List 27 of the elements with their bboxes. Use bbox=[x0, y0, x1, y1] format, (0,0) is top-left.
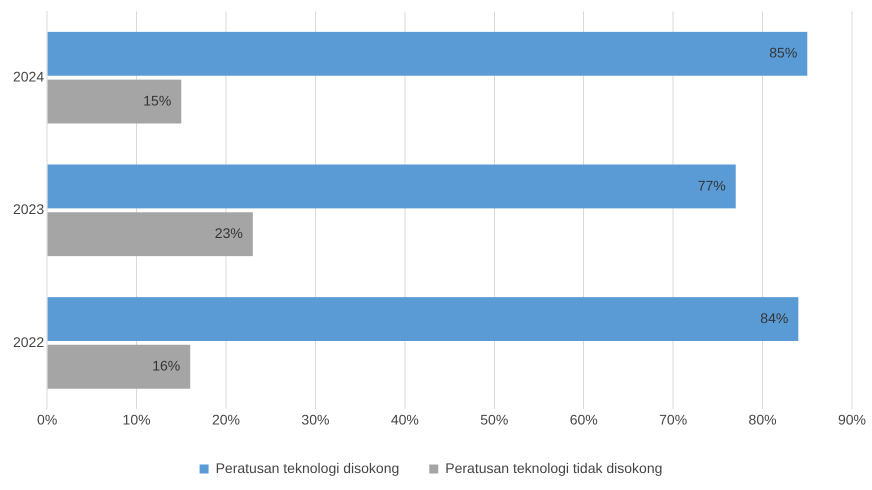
data-label: 16% bbox=[152, 358, 180, 374]
x-tick-label: 10% bbox=[122, 411, 151, 428]
x-tick-label: 20% bbox=[212, 411, 240, 428]
x-tick-label: 60% bbox=[570, 411, 598, 428]
bar bbox=[48, 80, 182, 124]
x-tick-label: 70% bbox=[659, 411, 688, 428]
bar bbox=[48, 32, 808, 76]
x-tick-label: 30% bbox=[301, 411, 330, 428]
bar bbox=[48, 297, 798, 341]
legend-label: Peratusan teknologi tidak disokong bbox=[445, 460, 662, 476]
legend-label: Peratusan teknologi disokong bbox=[216, 460, 400, 476]
y-tick-label: 2022 bbox=[12, 334, 44, 350]
data-label: 23% bbox=[214, 225, 243, 242]
x-tick-label: 90% bbox=[838, 411, 866, 428]
y-tick-label: 2024 bbox=[12, 68, 44, 85]
x-tick-label: 80% bbox=[748, 411, 777, 428]
bar bbox=[48, 344, 190, 389]
data-label: 77% bbox=[698, 177, 726, 194]
data-label: 84% bbox=[760, 310, 788, 326]
bar bbox=[48, 164, 736, 208]
bar bbox=[48, 212, 253, 256]
data-label: 15% bbox=[143, 92, 172, 108]
data-label: 85% bbox=[769, 44, 798, 61]
x-tick-label: 50% bbox=[480, 411, 508, 428]
x-tick-label: 0% bbox=[37, 411, 58, 428]
y-tick-label: 2023 bbox=[12, 201, 44, 218]
x-tick-label: 40% bbox=[390, 411, 419, 428]
